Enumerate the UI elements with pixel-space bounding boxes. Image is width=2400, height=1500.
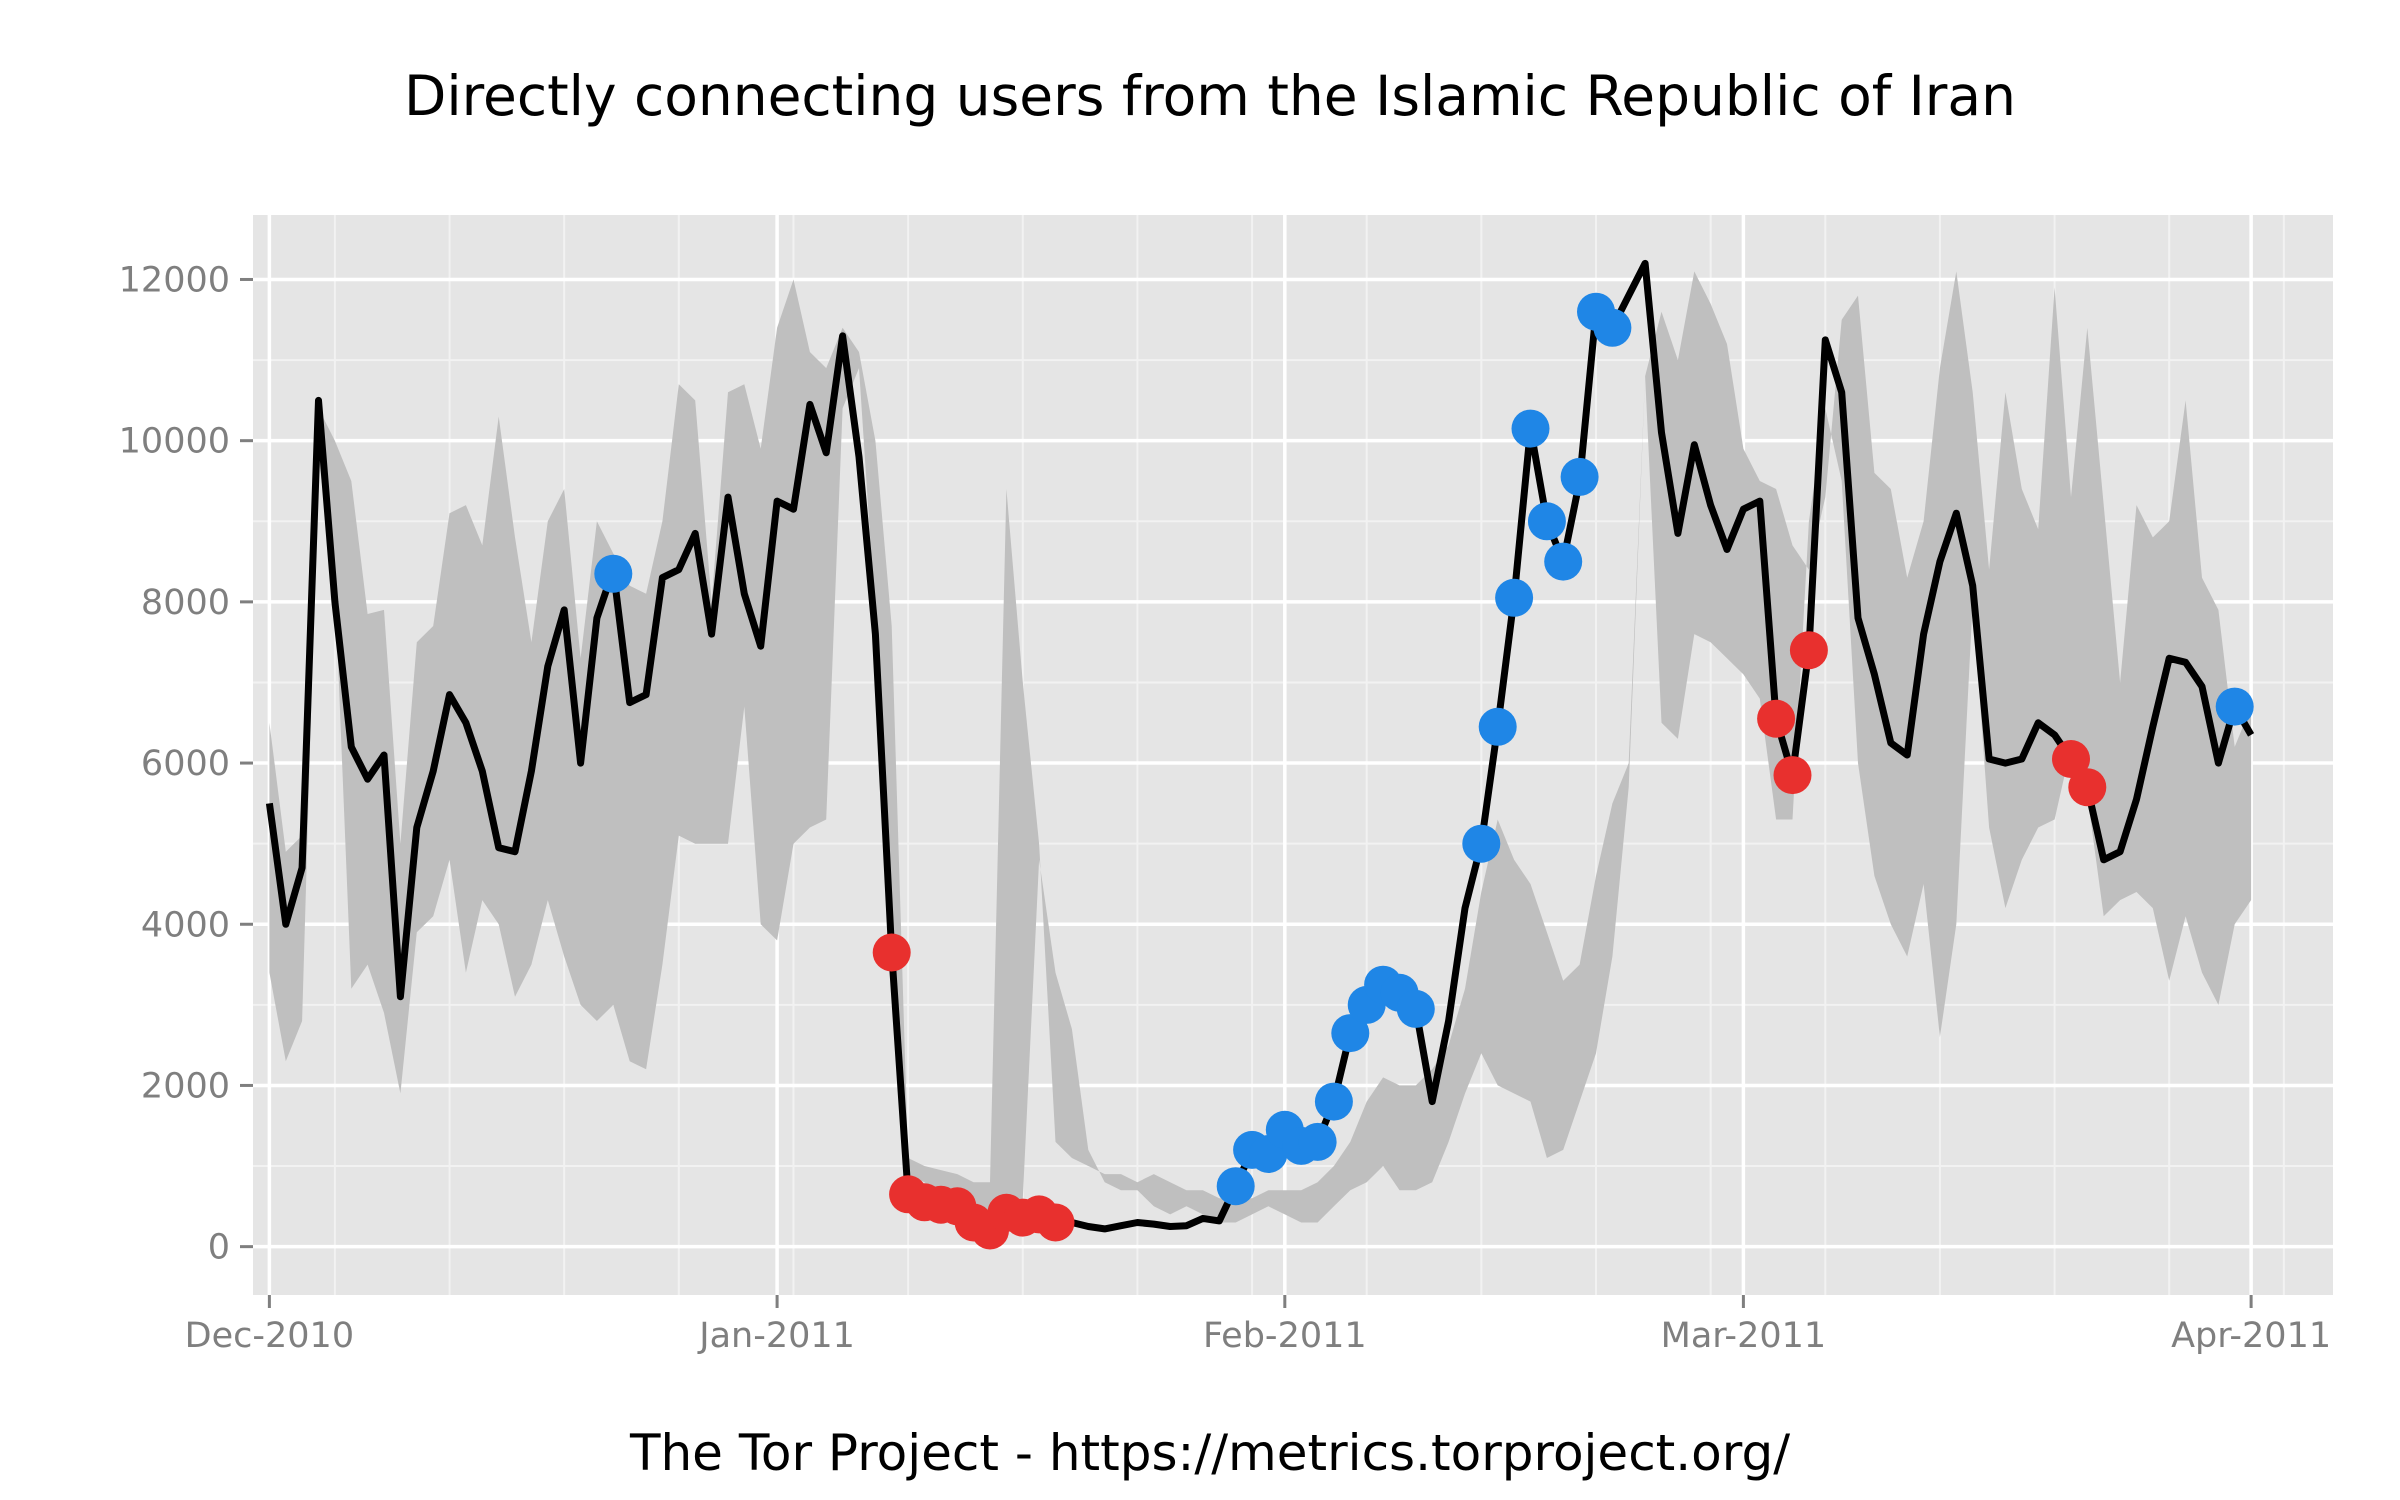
- upturn-marker: [1593, 308, 1632, 347]
- upturn-marker: [1396, 989, 1435, 1028]
- chart-title: Directly connecting users from the Islam…: [404, 64, 2016, 128]
- downturn-marker: [2068, 768, 2107, 807]
- upturn-marker: [1527, 502, 1566, 541]
- x-tick-label: Apr-2011: [2171, 1316, 2331, 1356]
- downturn-marker: [1036, 1203, 1075, 1242]
- downturn-marker: [2052, 740, 2090, 778]
- upturn-marker: [594, 554, 633, 593]
- upturn-marker: [1478, 707, 1517, 746]
- downturn-marker: [1757, 699, 1796, 738]
- x-tick-label: Feb-2011: [1203, 1316, 1367, 1356]
- y-tick-label: 12000: [119, 260, 230, 300]
- upturn-marker: [1462, 824, 1501, 863]
- x-tick-label: Dec-2010: [185, 1316, 354, 1356]
- y-tick-label: 6000: [141, 744, 230, 784]
- y-tick-label: 10000: [119, 422, 230, 462]
- upturn-marker: [1495, 578, 1534, 617]
- y-tick-label: 2000: [141, 1066, 230, 1106]
- upturn-marker: [1544, 542, 1583, 581]
- upturn-marker: [1331, 1014, 1370, 1053]
- downturn-marker: [1773, 756, 1812, 795]
- y-tick-label: 4000: [141, 905, 230, 945]
- chart-caption: The Tor Project - https://metrics.torpro…: [629, 1424, 1790, 1482]
- upturn-marker: [2215, 687, 2254, 726]
- x-tick-label: Mar-2011: [1661, 1316, 1827, 1356]
- y-tick-label: 8000: [141, 583, 230, 623]
- downturn-marker: [872, 933, 911, 972]
- upturn-marker: [1314, 1082, 1353, 1121]
- upturn-marker: [1298, 1122, 1337, 1161]
- x-axis: Dec-2010 Jan-2011 Feb-2011 Mar-2011 Apr-2011: [185, 1295, 2331, 1356]
- y-axis: 0 2000 4000 6000 8000 10000 12000: [119, 260, 253, 1268]
- upturn-marker: [1511, 409, 1550, 448]
- x-tick-label: Jan-2011: [697, 1316, 855, 1356]
- upturn-marker: [1216, 1167, 1255, 1206]
- downturn-marker: [1789, 631, 1828, 670]
- event-markers: [594, 292, 2254, 1250]
- expected-range-band: [269, 271, 2252, 1223]
- y-tick-label: 0: [208, 1228, 230, 1268]
- upturn-marker: [1560, 457, 1599, 496]
